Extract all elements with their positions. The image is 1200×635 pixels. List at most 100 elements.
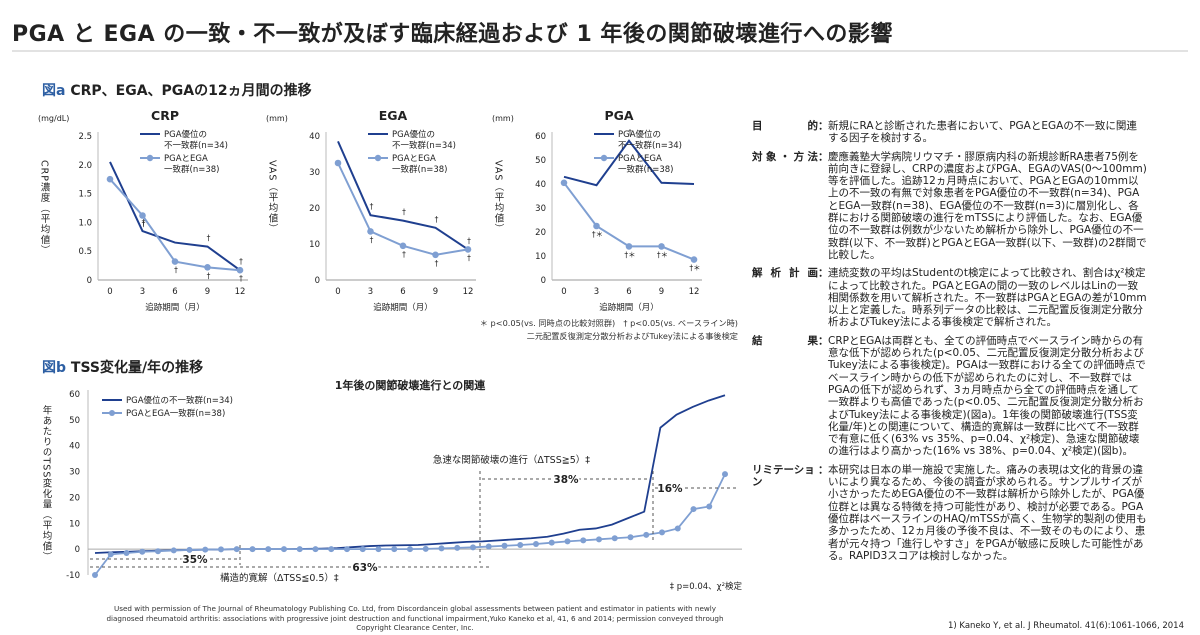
annotation-rapid-discordant: 16%	[657, 483, 683, 495]
x-tick-label: 3	[140, 287, 145, 297]
figure-b-tag: 図b	[42, 360, 67, 376]
y-tick-label: 40	[535, 180, 546, 190]
data-point	[391, 546, 398, 553]
x-axis-label: 追跡期間（月）	[373, 302, 433, 313]
significance-mark: †	[239, 274, 243, 283]
data-point	[611, 535, 618, 542]
data-point	[281, 546, 287, 553]
series-line-discordant	[563, 139, 695, 187]
page-title: PGA と EGA の一致・不一致が及ぼす臨床経過および 1 年後の関節破壊進行…	[12, 22, 893, 47]
data-point	[312, 546, 319, 553]
data-point	[218, 546, 224, 553]
data-point	[236, 266, 244, 274]
y-tick-label: 20	[69, 493, 80, 503]
legend-label: PGA優位の不一致群(n=34)	[126, 395, 233, 406]
y-tick-label: 2.5	[78, 132, 92, 142]
legend-label: PGA優位の	[164, 129, 207, 140]
y-tick-label: 0	[315, 276, 320, 286]
data-point	[596, 536, 602, 543]
y-tick-label: 40	[309, 132, 320, 142]
data-point	[722, 471, 728, 478]
data-point	[249, 546, 256, 553]
x-tick-label: 3	[594, 287, 599, 297]
legend-label: 一致群(n=38)	[618, 164, 673, 175]
data-point	[485, 543, 492, 550]
data-point	[438, 545, 445, 552]
y-tick-label: 0.5	[78, 247, 92, 257]
chart-title: PGA	[604, 108, 633, 123]
data-point	[186, 546, 193, 553]
x-tick-label: 12	[235, 287, 246, 297]
significance-mark: †	[142, 219, 146, 228]
section-colon: ：	[818, 150, 829, 163]
summary-panel: 目 的：新規にRAと診断された患者において、PGAとEGAの不一致に関連する因子…	[752, 120, 1147, 568]
y-tick-label: 0	[75, 545, 80, 555]
significance-mark: †	[174, 266, 178, 275]
y-tick-label: 0	[541, 276, 546, 286]
significance-mark: †	[239, 257, 243, 266]
summary-section: 対象・方法：慶應義塾大学病院リウマチ・膠原病内科の新規診断RA患者75例を前向き…	[752, 151, 1147, 262]
chart-title: CRP	[151, 108, 179, 123]
legend-label: PGAとEGA	[618, 154, 662, 164]
x-tick-label: 3	[368, 287, 373, 297]
summary-section: リミテーション：本研究は日本の単一施設で実施した。痛みの表現は文化的背景の違いに…	[752, 464, 1147, 562]
data-point	[123, 550, 130, 557]
x-tick-label: 6	[172, 287, 177, 297]
y-tick-label: 40	[69, 442, 80, 452]
data-point	[690, 506, 697, 513]
annotation-structural-concordant: 63%	[352, 562, 378, 574]
data-point	[432, 251, 439, 259]
data-point	[706, 503, 713, 510]
legend-label: PGA優位の	[618, 129, 661, 140]
data-point	[139, 212, 146, 219]
y-tick-label: -10	[66, 571, 80, 581]
section-label: リミテーション	[752, 463, 815, 489]
footnote-significance: ＊ p<0.05(vs. 同時点の比較対照群) † p<0.05(vs. ベース…	[480, 318, 738, 328]
x-tick-label: 6	[400, 287, 405, 297]
data-point	[422, 545, 429, 552]
x-tick-label: 9	[659, 287, 664, 297]
x-tick-label: 0	[561, 287, 566, 297]
data-point	[533, 540, 539, 547]
legend-label: 一致群(n=38)	[164, 164, 219, 175]
figure-a-tag: 図a	[42, 83, 66, 99]
legend-marker-concordant	[600, 154, 608, 162]
x-tick-label: 12	[463, 287, 474, 297]
footnote-method: 二元配置反復測定分散分析およびTukey法による事後検定	[527, 331, 738, 341]
legend-label: PGAとEGA一致群(n=38)	[126, 408, 225, 419]
data-point	[548, 539, 555, 546]
annotation-rapid-label: 急速な関節破壊の進行（ΔTSS≧5）‡	[433, 454, 590, 466]
data-point	[139, 548, 146, 555]
legend-marker-concordant	[146, 154, 154, 162]
data-point	[265, 546, 272, 553]
data-point	[593, 222, 600, 230]
data-point	[359, 546, 366, 553]
y-axis-label: CRP濃度（平均値）	[39, 160, 51, 255]
chart-subtitle: 1年後の関節破壊進行との関連	[335, 378, 487, 392]
x-axis-label: 追跡期間（月）	[145, 302, 205, 313]
ega-chart: EGA (mm) VAS（平均値） 0 10 20 30 40 0 3 6 9 12 追跡期間（月） † † †…	[266, 108, 476, 313]
significance-mark: †	[207, 234, 211, 243]
figure-b-title: TSS変化量/年の推移	[70, 360, 204, 376]
summary-section: 結 果： CRPとEGAは両群とも、全ての評価時点でベースライン時からの有意な低下…	[752, 335, 1147, 458]
y-tick-label: 30	[309, 168, 320, 178]
significance-mark: †	[435, 259, 439, 268]
y-tick-label: 10	[535, 252, 546, 262]
data-point	[407, 546, 413, 553]
section-body: 慶應義塾大学病院リウマチ・膠原病内科の新規診断RA患者75例を前向きに登録し、C…	[828, 150, 1147, 261]
summary-section: 目 的：新規にRAと診断された患者において、PGAとEGAの不一致に関連する因子…	[752, 120, 1147, 145]
data-point	[454, 544, 461, 551]
data-point	[202, 546, 209, 553]
data-point	[106, 175, 114, 183]
legend-marker-concordant	[374, 154, 382, 162]
data-point	[367, 228, 374, 235]
figure-a-footnotes: ＊ p<0.05(vs. 同時点の比較対照群) † p<0.05(vs. ベース…	[480, 318, 738, 341]
chart-title: EGA	[379, 108, 408, 123]
series-line-discordant	[109, 161, 241, 272]
figure-b-heading: 図b TSS変化量/年の推移	[42, 357, 203, 377]
data-point	[658, 243, 665, 250]
x-tick-label: 0	[335, 287, 340, 297]
annotation-structural-label: 構造的寛解（ΔTSS≦0.5）‡	[220, 572, 339, 584]
